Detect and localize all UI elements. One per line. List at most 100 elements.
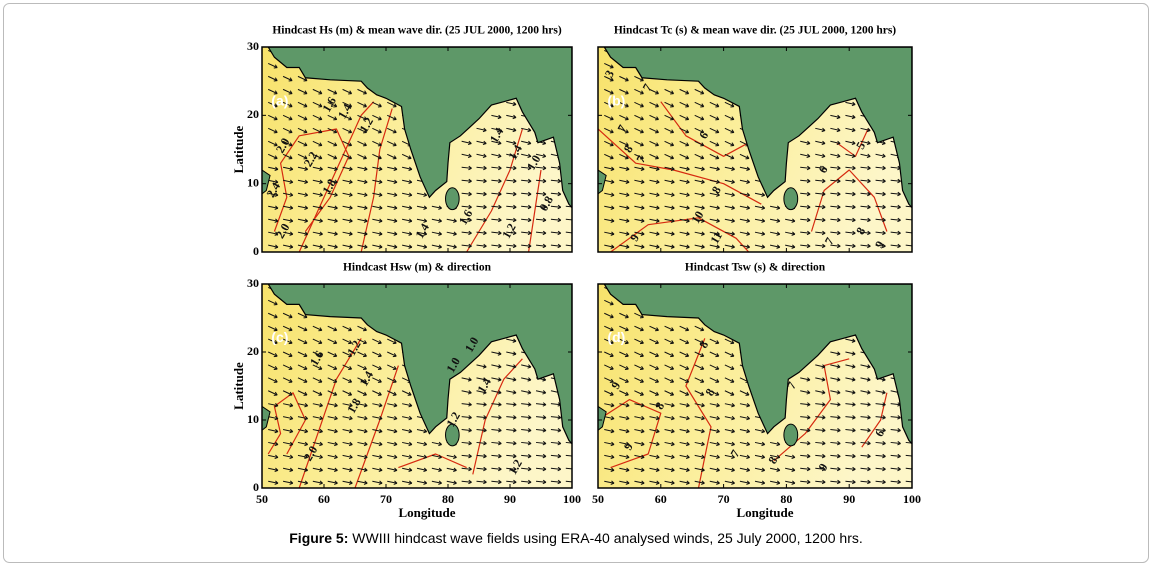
wave-arrow xyxy=(785,467,796,472)
wave-arrow xyxy=(491,453,502,459)
wave-arrow xyxy=(268,166,279,171)
wave-arrow xyxy=(461,230,472,236)
wave-arrow xyxy=(506,402,517,407)
wave-arrow xyxy=(387,351,397,358)
wave-arrow xyxy=(491,178,502,184)
wave-arrow xyxy=(282,218,294,223)
wave-arrow xyxy=(402,231,413,236)
wave-arrow xyxy=(268,480,279,485)
wave-arrow xyxy=(342,244,353,249)
wave-arrow xyxy=(550,217,562,223)
wave-arrow xyxy=(634,325,644,332)
wave-arrow xyxy=(416,467,428,472)
wave-arrow xyxy=(860,140,871,146)
wave-arrow xyxy=(387,377,397,383)
wave-arrow xyxy=(860,428,871,433)
wave-arrow xyxy=(634,192,645,197)
wave-arrow xyxy=(679,338,690,345)
wave-arrow xyxy=(739,390,750,396)
wave-arrow xyxy=(282,338,293,345)
wave-arrow xyxy=(905,467,912,470)
wave-arrow xyxy=(860,479,871,485)
wave-arrow xyxy=(905,480,912,483)
wave-arrow xyxy=(830,377,841,382)
wave-arrow xyxy=(372,467,383,472)
contour-label: 1.8 xyxy=(319,176,339,196)
wave-arrow xyxy=(535,178,547,184)
wave-arrow xyxy=(282,205,294,210)
wave-arrow xyxy=(604,312,614,319)
wave-arrow xyxy=(461,165,472,171)
wave-arrow xyxy=(815,191,826,197)
wave-arrow xyxy=(724,218,735,223)
wave-arrow xyxy=(282,325,293,332)
wave-arrow xyxy=(491,191,502,197)
contour-label: 1.0 xyxy=(524,153,544,173)
wave-arrow xyxy=(664,192,675,197)
wave-arrow xyxy=(357,403,368,408)
wave-arrow xyxy=(830,153,841,159)
wave-arrow xyxy=(860,191,871,197)
wave-arrow xyxy=(679,153,690,160)
wave-arrow xyxy=(282,231,294,236)
wave-arrow xyxy=(565,231,572,234)
wave-arrow xyxy=(387,101,397,108)
wave-arrow xyxy=(860,204,871,210)
wave-arrow xyxy=(342,127,353,134)
wave-arrow xyxy=(535,204,547,210)
contour-label: 2.0 xyxy=(273,135,293,155)
wave-arrow xyxy=(724,231,735,236)
wave-arrow xyxy=(724,364,735,371)
wave-arrow xyxy=(890,415,901,420)
wave-arrow xyxy=(342,325,353,332)
wave-arrow xyxy=(815,479,826,485)
wave-arrow xyxy=(327,403,338,408)
wave-arrow xyxy=(694,377,705,383)
wave-arrow xyxy=(357,88,367,95)
wave-arrow xyxy=(619,428,630,434)
map-content: 1.2 1.6 1.4 1.8 2.0 1.0 1.2 1.4 1.0 1.2 xyxy=(262,284,572,488)
wave-arrow xyxy=(521,364,532,369)
x-tick-label: 90 xyxy=(504,492,516,506)
wave-arrow xyxy=(694,364,705,371)
wave-arrow xyxy=(297,390,308,396)
wave-arrow xyxy=(664,140,675,147)
wave-arrow xyxy=(754,480,766,485)
contour-line xyxy=(360,108,393,252)
wave-arrow xyxy=(709,140,720,147)
wave-arrow xyxy=(282,114,293,121)
wave-arrow xyxy=(604,153,614,160)
wave-arrow xyxy=(297,114,308,121)
wave-arrow xyxy=(565,218,572,221)
wave-arrow xyxy=(739,192,751,197)
wave-arrow xyxy=(535,466,547,472)
wave-arrow xyxy=(724,153,735,160)
wave-arrow xyxy=(679,428,690,434)
wave-arrow xyxy=(461,217,472,223)
wave-arrow xyxy=(297,179,309,184)
somalia xyxy=(598,169,607,195)
wave-arrow xyxy=(724,179,735,184)
wave-arrow xyxy=(649,351,659,358)
contour-label: 1.0 xyxy=(443,355,463,375)
wave-arrow xyxy=(431,231,443,236)
contour-line xyxy=(598,399,662,469)
contour-line xyxy=(273,128,350,232)
wave-arrow xyxy=(649,480,660,485)
wave-arrow xyxy=(709,218,720,223)
wave-arrow xyxy=(402,454,413,460)
wave-arrow xyxy=(830,440,841,446)
wave-arrow xyxy=(860,127,871,133)
wave-arrow xyxy=(679,179,690,184)
y-tick-label: 0 xyxy=(253,480,259,494)
wave-arrow xyxy=(297,364,308,371)
wave-arrow xyxy=(282,441,294,447)
wave-arrow xyxy=(679,403,690,408)
wave-arrow xyxy=(372,415,383,421)
wave-arrow xyxy=(815,390,826,395)
wave-arrow xyxy=(604,205,615,210)
wave-arrow xyxy=(649,153,659,160)
wave-arrow xyxy=(550,204,562,210)
wave-arrow xyxy=(604,114,614,121)
contour-label: 1.2 xyxy=(344,338,364,358)
